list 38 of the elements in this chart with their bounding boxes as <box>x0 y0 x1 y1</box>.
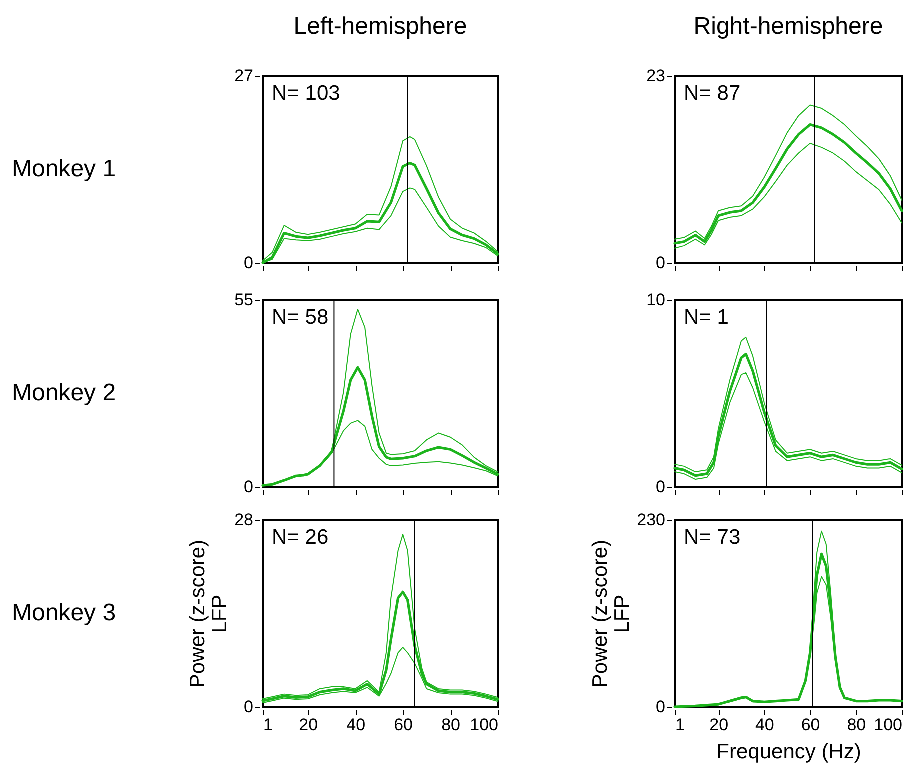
chart-title: Left-hemisphere <box>294 13 468 40</box>
y-tick-label: 0 <box>656 478 666 496</box>
x-axis-title: Frequency (Hz) <box>716 740 862 764</box>
annotation: N= 87 <box>684 82 741 105</box>
x-tick-label: 20 <box>710 716 729 734</box>
chart-title: Right-hemisphere <box>694 13 884 40</box>
y-tick-label: 0 <box>244 254 254 272</box>
annotation: N= 103 <box>272 82 340 105</box>
x-tick-label: 80 <box>847 716 866 734</box>
y-tick-label: 230 <box>637 510 666 530</box>
x-tick-label: 40 <box>346 716 366 734</box>
y-axis-title: Power (z-score) LFP <box>589 540 634 688</box>
x-tick-label: 20 <box>299 716 318 734</box>
annotation: N= 26 <box>272 526 329 549</box>
annotation: N= 73 <box>684 526 741 549</box>
x-tick-label: 80 <box>442 716 460 734</box>
y-tick-label: 55 <box>234 290 254 310</box>
y-tick-label: 0 <box>656 254 666 272</box>
y-tick-label: 0 <box>244 698 254 716</box>
y-tick-label: 0 <box>244 478 254 496</box>
x-tick-label: 100 <box>874 716 902 734</box>
annotation: N= 58 <box>272 306 329 329</box>
x-tick-label: 1 <box>264 716 273 734</box>
y-tick-label: 27 <box>234 66 254 86</box>
y-tick-label: 23 <box>646 66 666 86</box>
text: Monkey 1 <box>12 156 116 182</box>
y-tick-label: 10 <box>646 290 666 310</box>
x-tick-label: 100 <box>470 716 498 734</box>
y-tick-label: 0 <box>656 698 666 716</box>
y-tick-label: 28 <box>234 510 254 530</box>
text: Monkey 2 <box>12 380 116 406</box>
text: Monkey 3 <box>12 600 116 626</box>
x-tick-label: 1 <box>676 716 685 734</box>
y-axis-title: Power (z-score) LFP <box>186 540 232 688</box>
x-tick-label: 40 <box>755 716 774 734</box>
x-tick-label: 60 <box>801 716 820 734</box>
x-tick-label: 60 <box>394 716 414 734</box>
annotation: N= 1 <box>684 306 729 329</box>
